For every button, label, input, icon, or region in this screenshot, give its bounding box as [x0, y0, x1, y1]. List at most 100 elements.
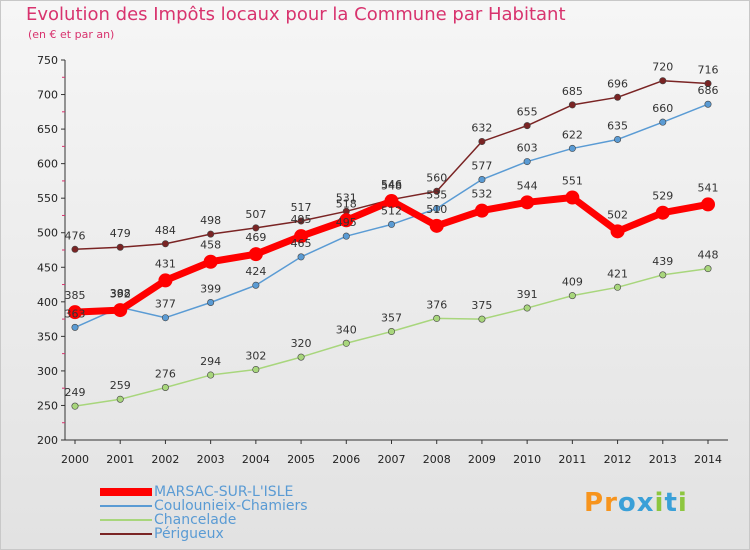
data-label: 465 — [291, 237, 312, 250]
series-group — [71, 265, 712, 410]
chart-title: Evolution des Impôts locaux pour la Comm… — [26, 4, 566, 25]
data-point — [387, 220, 395, 228]
data-point — [68, 305, 82, 320]
data-label: 479 — [110, 227, 131, 240]
x-tick-label: 2006 — [332, 453, 360, 466]
data-point — [161, 383, 169, 391]
data-point — [429, 218, 444, 233]
data-point — [568, 292, 576, 300]
data-point — [704, 79, 712, 87]
data-label: 560 — [426, 171, 447, 184]
data-label: 424 — [245, 265, 266, 278]
x-tick-label: 2002 — [151, 453, 179, 466]
legend-label: Chancelade — [154, 512, 237, 528]
legend-label: MARSAC-SUR-L'ISLE — [154, 484, 294, 500]
data-label: 635 — [607, 119, 628, 132]
data-label: 510 — [426, 203, 447, 216]
data-point — [294, 229, 309, 244]
data-point — [342, 339, 350, 347]
data-point — [659, 77, 667, 85]
data-point — [203, 254, 218, 269]
data-label: 532 — [471, 188, 492, 201]
x-tick-label: 2003 — [197, 453, 225, 466]
data-point — [207, 371, 215, 379]
legend-swatch — [100, 488, 152, 496]
data-point — [655, 205, 670, 220]
x-tick-label: 2012 — [604, 453, 632, 466]
data-point — [523, 304, 531, 312]
legend-label: Périgueux — [154, 526, 224, 542]
data-label: 385 — [65, 289, 86, 302]
data-label: 469 — [245, 231, 266, 244]
data-label: 375 — [471, 299, 492, 312]
data-point — [71, 323, 79, 331]
data-point — [610, 224, 625, 239]
data-point — [701, 197, 715, 212]
x-tick-label: 2001 — [106, 453, 134, 466]
legend-swatch — [100, 519, 152, 521]
data-point — [207, 230, 215, 238]
data-label: 660 — [652, 102, 673, 115]
data-point — [161, 240, 169, 248]
y-tick-label: 700 — [37, 89, 58, 102]
data-label: 495 — [336, 216, 357, 229]
data-point — [248, 247, 263, 262]
logo-letter: P — [584, 488, 605, 518]
legend-swatch — [100, 505, 152, 507]
data-point — [568, 101, 576, 109]
data-label: 541 — [698, 181, 719, 194]
x-tick-label: 2010 — [513, 453, 541, 466]
data-label: 249 — [65, 386, 86, 399]
data-label: 529 — [652, 190, 673, 203]
legend-label: Coulounieix-Chamiers — [154, 498, 308, 514]
y-tick-label: 500 — [37, 227, 58, 240]
data-label: 716 — [698, 63, 719, 76]
data-point — [158, 273, 173, 288]
data-point — [252, 281, 260, 289]
data-label: 357 — [381, 312, 402, 325]
data-label: 458 — [200, 239, 221, 252]
data-label: 696 — [607, 77, 628, 90]
x-tick-label: 2011 — [558, 453, 586, 466]
data-label: 544 — [517, 179, 538, 192]
data-point — [433, 314, 441, 322]
data-label: 448 — [698, 249, 719, 262]
data-point — [116, 395, 124, 403]
line-chart: 200 250 300 350 400 450 500 550 600 650 700 750 2000… — [37, 54, 728, 466]
data-label: 377 — [155, 298, 176, 311]
data-label: 518 — [336, 197, 357, 210]
data-label: 431 — [155, 257, 176, 270]
data-label: 535 — [426, 189, 447, 202]
data-point — [161, 314, 169, 322]
data-point — [523, 122, 531, 130]
y-tick-label: 550 — [37, 192, 58, 205]
y-tick-label: 450 — [37, 261, 58, 274]
data-label: 531 — [336, 191, 357, 204]
data-label: 302 — [245, 350, 266, 363]
data-label: 294 — [200, 355, 221, 368]
data-point — [704, 100, 712, 108]
data-point — [387, 328, 395, 336]
data-labels-layer: 476 479 484 498 507 517 531 548 560 632 655 685 696 7… — [65, 61, 719, 399]
y-tick-label: 650 — [37, 123, 58, 136]
data-label: 502 — [607, 208, 628, 221]
data-label: 439 — [652, 255, 673, 268]
series-line — [74, 267, 709, 407]
data-label: 388 — [110, 287, 131, 300]
data-point — [71, 402, 79, 410]
legend-swatch — [100, 533, 152, 535]
logo-letter: i — [677, 488, 688, 518]
data-point — [297, 253, 305, 261]
data-label: 421 — [607, 267, 628, 280]
data-label: 391 — [517, 288, 538, 301]
x-tick-label: 2014 — [694, 453, 722, 466]
data-label: 603 — [517, 142, 538, 155]
data-point — [614, 283, 622, 291]
series-layer — [68, 77, 715, 410]
data-point — [523, 158, 531, 166]
data-label: 376 — [426, 298, 447, 311]
data-label: 548 — [381, 180, 402, 193]
series-group — [68, 190, 715, 320]
y-tick-label: 600 — [37, 158, 58, 171]
